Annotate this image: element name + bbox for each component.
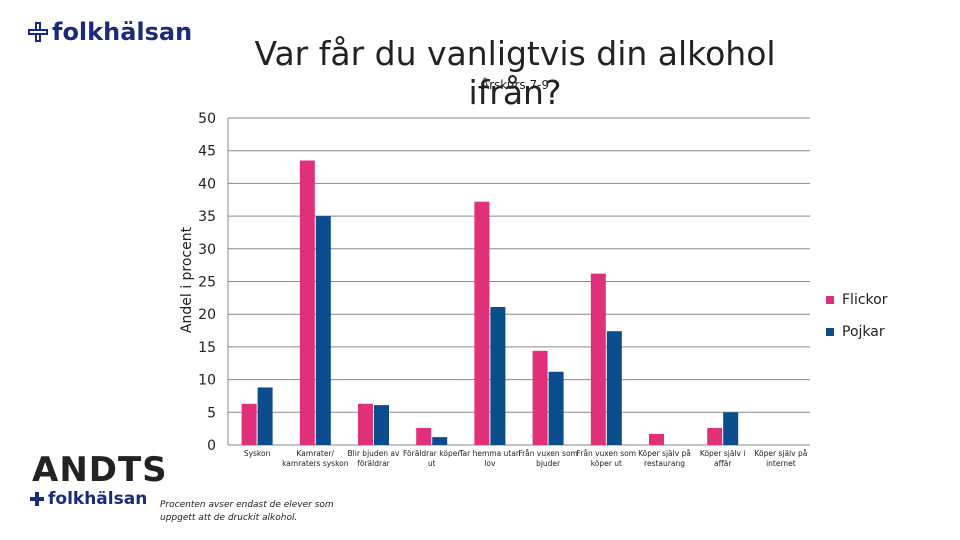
bar-flickor-5 — [532, 350, 548, 445]
x-tick-label: Köper själv i affär — [700, 449, 746, 468]
folkhalsan-logo-text: folkhälsan — [52, 18, 193, 46]
bar-flickor-8 — [707, 427, 723, 445]
y-tick-label: 25 — [198, 275, 216, 291]
folkhalsan-cross-icon — [30, 492, 44, 506]
bars — [241, 160, 739, 445]
bar-flickor-6 — [590, 273, 606, 445]
y-axis-label: Andel i procent — [179, 226, 195, 333]
bar-pojkar-3 — [432, 437, 448, 445]
x-tick-label: Köper själv på internet — [754, 449, 807, 468]
andts-logo: ANDTS — [32, 450, 168, 490]
y-tick-label: 45 — [198, 144, 216, 160]
legend-item-flickor: Flickor — [826, 284, 887, 316]
legend-swatch-pojkar — [826, 328, 834, 336]
y-tick-label: 40 — [198, 176, 216, 192]
legend-swatch-flickor — [826, 296, 834, 304]
bar-flickor-3 — [416, 427, 432, 445]
y-tick-label: 5 — [207, 405, 216, 421]
bar-pojkar-6 — [606, 331, 622, 445]
footnote: Procenten avser endast de elever som upp… — [160, 500, 334, 523]
bar-pojkar-4 — [490, 307, 506, 445]
bar-flickor-4 — [474, 201, 490, 445]
x-tick-label: Blir bjuden av föräldrar — [348, 449, 400, 468]
bar-pojkar-8 — [723, 412, 739, 445]
chart-legend: Flickor Pojkar — [826, 284, 887, 348]
bar-pojkar-0 — [257, 387, 273, 445]
x-tick-label: Från vuxen som bjuder — [518, 449, 578, 468]
legend-label-flickor: Flickor — [842, 292, 888, 308]
bar-flickor-7 — [649, 433, 664, 445]
y-tick-label: 20 — [198, 307, 216, 323]
legend-item-pojkar: Pojkar — [826, 316, 887, 348]
x-tick-label: Från vuxen som köper ut — [577, 449, 637, 468]
x-tick-label: Syskon — [244, 449, 271, 458]
bar-flickor-2 — [358, 403, 373, 445]
folkhalsan-logo-top: folkhälsan — [28, 18, 192, 46]
y-tick-label: 15 — [198, 340, 216, 356]
folkhalsan-logo-bottom: folkhälsan — [30, 489, 147, 509]
bar-pojkar-2 — [374, 405, 389, 445]
x-tick-label: Föräldrar köper ut — [403, 449, 461, 468]
x-tick-label: Kamrater/kamraters syskon — [282, 449, 349, 468]
bar-pojkar-1 — [315, 216, 331, 445]
gridlines — [227, 117, 810, 446]
y-axis-ticks: 0 5 10 15 20 25 30 35 40 45 50 — [198, 111, 216, 454]
y-tick-label: 10 — [198, 373, 216, 389]
bar-flickor-1 — [299, 160, 315, 445]
bar-flickor-0 — [241, 403, 257, 445]
y-tick-label: 30 — [198, 242, 216, 258]
y-tick-label: 0 — [207, 438, 216, 454]
x-tick-label: Tar hemma utan lov — [458, 449, 521, 468]
bar-pojkar-5 — [548, 371, 564, 445]
chart-subtitle: Årskurs 7-9 — [480, 78, 550, 92]
folkhalsan-logo-text: folkhälsan — [48, 489, 148, 509]
chart-title: Var får du vanligtvis din alkohol ifrån? — [254, 34, 776, 112]
x-tick-label: Köper själv på restaurang — [638, 449, 691, 468]
legend-label-pojkar: Pojkar — [842, 324, 885, 340]
y-tick-label: 50 — [198, 111, 216, 127]
y-tick-label: 35 — [198, 209, 216, 225]
folkhalsan-cross-icon — [28, 22, 48, 42]
